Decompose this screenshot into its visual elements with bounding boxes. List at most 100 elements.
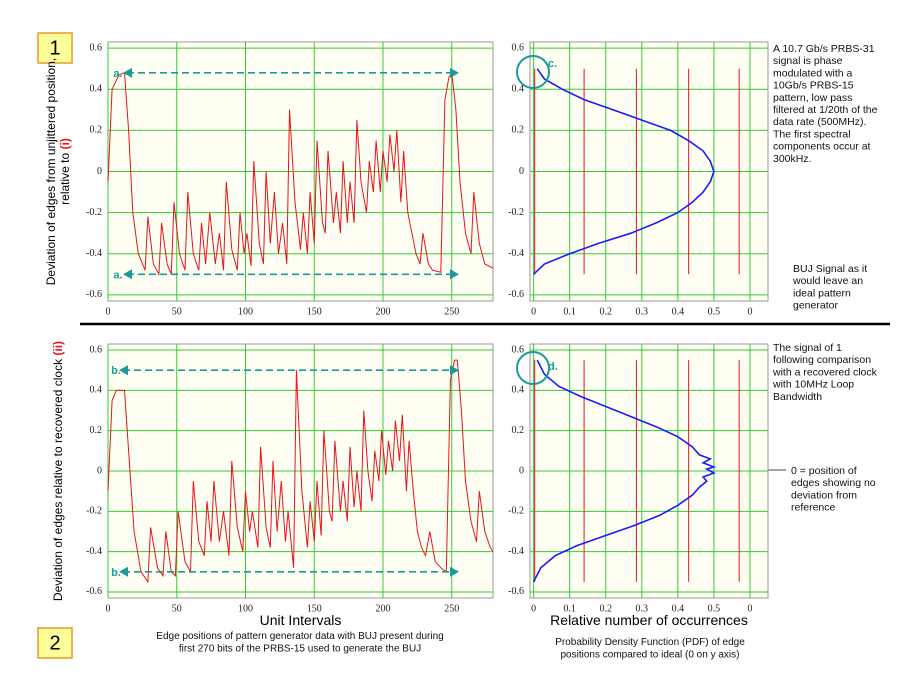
arrow-head xyxy=(450,269,459,280)
y-tick-label: 0.2 xyxy=(512,125,525,136)
y-tick-label: 0.2 xyxy=(90,125,103,136)
note-line: pattern, low pass xyxy=(773,92,852,104)
annotation: c. xyxy=(548,58,557,70)
note-line: deviation from xyxy=(791,489,857,501)
y-tick-label: 0.4 xyxy=(512,385,525,396)
x-tick-label: 0.3 xyxy=(636,603,649,614)
y-tick-label: 0.2 xyxy=(512,425,525,436)
note-line: BUJ Signal as it xyxy=(793,263,867,275)
x-tick-label: 0 xyxy=(531,306,536,317)
y-tick-label: 0.6 xyxy=(90,344,103,355)
note-line: edges showing no xyxy=(791,477,876,489)
y-tick-label: 0.6 xyxy=(90,42,103,53)
annotation: b. xyxy=(111,567,121,579)
y-tick-label: -0.4 xyxy=(508,248,524,259)
x-tick-label: 0.2 xyxy=(599,603,612,614)
arrow-head xyxy=(123,269,132,280)
x-tick-label: 0 xyxy=(106,306,111,317)
note-line: following comparison xyxy=(773,354,871,366)
y-tick-label: -0.6 xyxy=(86,586,102,597)
arrow-head xyxy=(119,566,128,577)
data-line xyxy=(107,71,494,277)
x-tick-label: 200 xyxy=(376,603,391,614)
x-tick-label: 0 xyxy=(747,306,752,317)
x-tick-label: 150 xyxy=(307,603,322,614)
panel-box xyxy=(37,32,73,64)
note-line: A 10.7 Gb/s PRBS-31 xyxy=(773,43,875,55)
x-tick-label: 150 xyxy=(307,306,322,317)
y-tick-label: -0.2 xyxy=(508,207,524,218)
note-line: The signal of 1 xyxy=(773,342,842,354)
y-tick-label: -0.2 xyxy=(86,506,102,517)
y-tick-label: 0 xyxy=(519,465,524,476)
note-line: with a recovered clock xyxy=(772,366,878,378)
x-tick-label: 0.3 xyxy=(636,306,649,317)
note-line: signal is phase xyxy=(773,55,843,67)
y-tick-label: -0.6 xyxy=(508,586,524,597)
panel-number: 1 xyxy=(49,37,60,59)
highlight-circle xyxy=(516,351,550,385)
arrow-head xyxy=(450,67,459,78)
x-tick-label: 250 xyxy=(444,306,459,317)
y-tick-label: 0 xyxy=(519,166,524,177)
y-axis-label-text: Deviation of edges relative to recovered… xyxy=(51,356,65,601)
y-axis-label-marker: (i) xyxy=(58,138,72,149)
y-tick-label: 0.6 xyxy=(512,42,525,53)
note-line: The first spectral xyxy=(773,128,851,140)
x-tick-label: 0.1 xyxy=(563,306,576,317)
x-tick-label: 0.4 xyxy=(672,603,685,614)
x-tick-label: 0 xyxy=(531,603,536,614)
arrow-head xyxy=(450,365,459,376)
note-line: modulated with a xyxy=(773,67,853,79)
annotation: a. xyxy=(113,269,122,281)
note-line: reference xyxy=(791,502,836,514)
y-axis-label-text: relative to xyxy=(58,149,72,204)
highlight-circle xyxy=(516,55,550,89)
x-tick-label: 50 xyxy=(172,603,182,614)
note-line: would leave an xyxy=(792,275,863,287)
x-tick-label: 0.1 xyxy=(563,603,576,614)
note-line: ideal pattern xyxy=(793,287,851,299)
note-line: positions compared to ideal (0 on y axis… xyxy=(561,650,740,661)
note-line: components occur at xyxy=(773,141,871,153)
data-line xyxy=(532,359,717,583)
y-axis-label-text: Deviation of edges from unjittered posit… xyxy=(44,58,58,285)
note-line: generator xyxy=(793,300,838,312)
y-tick-label: -0.2 xyxy=(508,506,524,517)
y-tick-label: -0.2 xyxy=(86,207,102,218)
x-axis-label: Relative number of occurrences xyxy=(550,612,748,628)
y-tick-label: 0 xyxy=(97,465,102,476)
x-tick-label: 0.5 xyxy=(708,306,721,317)
y-tick-label: 0 xyxy=(97,166,102,177)
arrow-head xyxy=(119,365,128,376)
arrow-head xyxy=(450,566,459,577)
x-tick-label: 0.5 xyxy=(708,603,721,614)
panel-number: 2 xyxy=(49,632,60,654)
annotation: d. xyxy=(548,361,558,373)
data-line xyxy=(533,68,715,275)
y-axis-label: Deviation of edges relative to recovered… xyxy=(51,341,65,601)
note-line: data rate (500MHz). xyxy=(773,116,866,128)
arrow-head xyxy=(123,67,132,78)
note-line: 0 = position of xyxy=(791,465,857,477)
x-tick-label: 200 xyxy=(376,306,391,317)
x-axis-label: Unit Intervals xyxy=(260,612,342,628)
note-line: filtered at 1/20th of the xyxy=(773,104,878,116)
y-tick-label: 0.6 xyxy=(512,344,525,355)
note-line: 300kHz. xyxy=(773,153,812,165)
x-tick-label: 100 xyxy=(238,306,253,317)
y-tick-label: -0.4 xyxy=(86,546,102,557)
x-tick-label: 100 xyxy=(238,603,253,614)
note-line: Edge positions of pattern generator data… xyxy=(156,631,443,642)
y-tick-label: -0.6 xyxy=(508,289,524,300)
y-tick-label: -0.4 xyxy=(508,546,524,557)
y-axis-label: relative to (i) xyxy=(58,138,72,205)
panel-box xyxy=(37,627,73,659)
note-line: with 10MHz Loop xyxy=(772,379,854,391)
note-line: Probability Density Function (PDF) of ed… xyxy=(555,637,745,648)
y-tick-label: -0.6 xyxy=(86,289,102,300)
y-axis-label-marker: (ii) xyxy=(51,341,65,356)
x-tick-label: 0.4 xyxy=(672,306,685,317)
annotation: b. xyxy=(111,365,121,377)
